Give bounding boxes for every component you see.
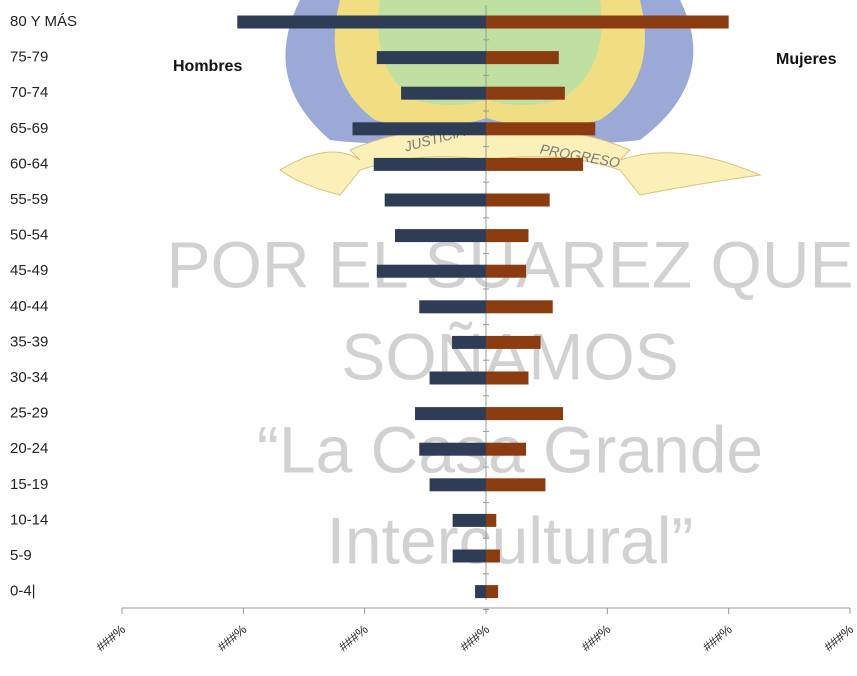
bar xyxy=(376,264,486,278)
bar xyxy=(376,51,486,65)
bar xyxy=(486,51,559,65)
y-tick-label: 10-14 xyxy=(10,511,48,528)
y-tick-label: 20-24 xyxy=(10,440,48,457)
bar xyxy=(486,229,529,243)
bar xyxy=(429,371,486,385)
y-tick-label: 45-49 xyxy=(10,262,48,279)
bar xyxy=(384,193,486,207)
bar xyxy=(486,585,499,599)
y-tick-label: 5-9 xyxy=(10,547,32,564)
bar xyxy=(486,122,596,136)
bar xyxy=(419,300,486,314)
y-tick-label: 60-64 xyxy=(10,155,48,172)
bar xyxy=(486,86,565,100)
y-tick-label: 40-44 xyxy=(10,298,48,315)
bar xyxy=(452,513,486,527)
y-tick-label: 25-29 xyxy=(10,405,48,422)
bar xyxy=(415,407,486,421)
bar xyxy=(452,549,486,563)
bar xyxy=(475,585,486,599)
bar xyxy=(486,335,541,349)
bar xyxy=(237,15,486,29)
x-tick-label: ###% xyxy=(457,621,492,654)
y-tick-label: 30-34 xyxy=(10,369,48,386)
y-tick-label: 55-59 xyxy=(10,191,48,208)
bar xyxy=(486,264,527,278)
x-tick-label: ###% xyxy=(93,621,128,654)
bar xyxy=(352,122,486,136)
y-tick-label: 80 Y MÁS xyxy=(10,13,77,30)
bar xyxy=(486,407,564,421)
bar xyxy=(486,442,527,456)
bar xyxy=(401,86,486,100)
y-tick-label: 0-4| xyxy=(10,583,36,600)
bar xyxy=(486,478,546,492)
bar xyxy=(429,478,486,492)
x-tick-label: ###% xyxy=(700,621,735,654)
bar xyxy=(486,193,550,207)
x-tick-label: ###% xyxy=(578,621,613,654)
bar xyxy=(486,157,584,171)
bar xyxy=(486,513,497,527)
x-tick-label: ###% xyxy=(336,621,371,654)
watermark-text: Intercultural” xyxy=(327,503,694,577)
bar xyxy=(486,549,500,563)
x-tick-label: ###% xyxy=(821,621,856,654)
y-tick-label: 70-74 xyxy=(10,84,48,101)
x-tick-label: ###% xyxy=(214,621,249,654)
bar xyxy=(373,157,486,171)
bar xyxy=(486,15,729,29)
bar xyxy=(395,229,486,243)
y-tick-label: 15-19 xyxy=(10,476,48,493)
plot: ###% ###% ###% ###% ###% ###% ###% Hombres Mujer… xyxy=(10,5,856,654)
y-tick-label: 65-69 xyxy=(10,120,48,137)
bar xyxy=(486,371,529,385)
series-label: Hombres xyxy=(173,58,242,75)
bar xyxy=(486,300,553,314)
series-label: Mujeres xyxy=(776,51,837,68)
y-tick-label: 35-39 xyxy=(10,333,48,350)
bar xyxy=(452,335,486,349)
y-tick-label: 50-54 xyxy=(10,227,48,244)
bar xyxy=(419,442,486,456)
y-tick-label: 75-79 xyxy=(10,49,48,66)
